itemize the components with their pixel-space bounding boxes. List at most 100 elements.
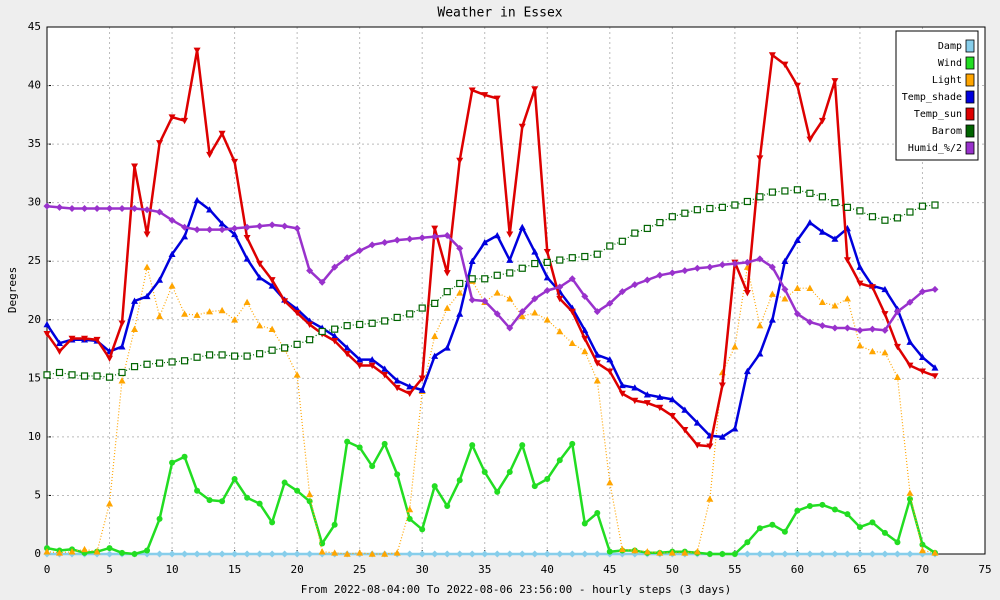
- point: [331, 549, 339, 556]
- point: [206, 550, 214, 558]
- point: [168, 358, 176, 366]
- point: [218, 226, 226, 234]
- point: [356, 320, 364, 329]
- point: [543, 550, 551, 558]
- point: [506, 295, 514, 302]
- point: [443, 231, 451, 239]
- point: [781, 187, 789, 195]
- point: [819, 501, 826, 508]
- legend-label: Barom: [932, 126, 962, 137]
- point: [831, 506, 838, 513]
- point: [431, 550, 439, 558]
- point: [931, 549, 939, 556]
- point: [206, 206, 214, 213]
- point: [743, 258, 751, 266]
- point: [856, 550, 864, 558]
- point: [293, 340, 301, 348]
- point: [668, 413, 676, 420]
- point: [681, 427, 689, 434]
- point: [581, 550, 589, 558]
- point: [181, 310, 189, 317]
- point: [493, 271, 501, 279]
- point: [456, 550, 464, 558]
- point: [156, 140, 164, 147]
- x-tick-label: 10: [165, 563, 178, 576]
- point: [593, 377, 601, 384]
- point: [618, 545, 626, 553]
- point: [593, 351, 601, 358]
- point: [756, 155, 764, 162]
- point: [693, 206, 701, 214]
- x-tick-label: 65: [853, 563, 866, 576]
- point: [181, 223, 189, 231]
- x-tick-label: 45: [603, 563, 616, 576]
- legend-swatch: [965, 124, 975, 138]
- point: [68, 205, 76, 213]
- point: [531, 483, 538, 490]
- x-tick-label: 25: [353, 563, 366, 576]
- point: [706, 263, 714, 271]
- y-tick-label: 45: [28, 20, 41, 33]
- point: [681, 209, 689, 217]
- point: [56, 348, 64, 355]
- point: [306, 336, 314, 344]
- point: [193, 47, 201, 54]
- point: [831, 78, 839, 85]
- point: [794, 507, 801, 514]
- point: [531, 248, 539, 255]
- point: [693, 419, 701, 426]
- point: [131, 325, 139, 332]
- point: [818, 550, 826, 558]
- point: [743, 367, 751, 375]
- point: [744, 539, 751, 546]
- point: [556, 295, 564, 303]
- point: [781, 550, 789, 558]
- point: [606, 356, 614, 363]
- point: [393, 549, 401, 556]
- point: [281, 298, 289, 305]
- point: [506, 469, 513, 476]
- point: [844, 511, 851, 518]
- point: [468, 257, 476, 265]
- y-tick-label: 20: [28, 313, 41, 326]
- point: [543, 258, 551, 266]
- point: [556, 327, 564, 335]
- point: [731, 551, 738, 557]
- point: [356, 356, 364, 363]
- point: [768, 550, 776, 558]
- point: [218, 306, 226, 314]
- point: [231, 158, 239, 166]
- point: [468, 87, 476, 94]
- point: [718, 203, 726, 211]
- point: [306, 321, 314, 328]
- point: [581, 335, 589, 343]
- point: [906, 550, 914, 558]
- point: [393, 236, 401, 244]
- point: [93, 205, 101, 213]
- point: [843, 295, 851, 302]
- point: [169, 459, 176, 466]
- point: [456, 244, 464, 252]
- point: [643, 391, 651, 398]
- point: [618, 288, 626, 296]
- point: [668, 269, 676, 277]
- point: [194, 487, 201, 494]
- point: [906, 489, 914, 496]
- point: [656, 549, 664, 556]
- point: [531, 550, 539, 558]
- point: [568, 308, 576, 316]
- point: [281, 479, 288, 486]
- point: [593, 550, 601, 558]
- point: [781, 295, 789, 302]
- point: [618, 237, 626, 245]
- point: [731, 343, 739, 350]
- point: [268, 277, 276, 284]
- y-tick-label: 10: [28, 430, 41, 443]
- series-line: [45, 49, 936, 448]
- point: [806, 136, 814, 143]
- point: [843, 203, 852, 211]
- point: [706, 443, 714, 450]
- point: [706, 204, 714, 213]
- legend-label: Damp: [938, 41, 962, 52]
